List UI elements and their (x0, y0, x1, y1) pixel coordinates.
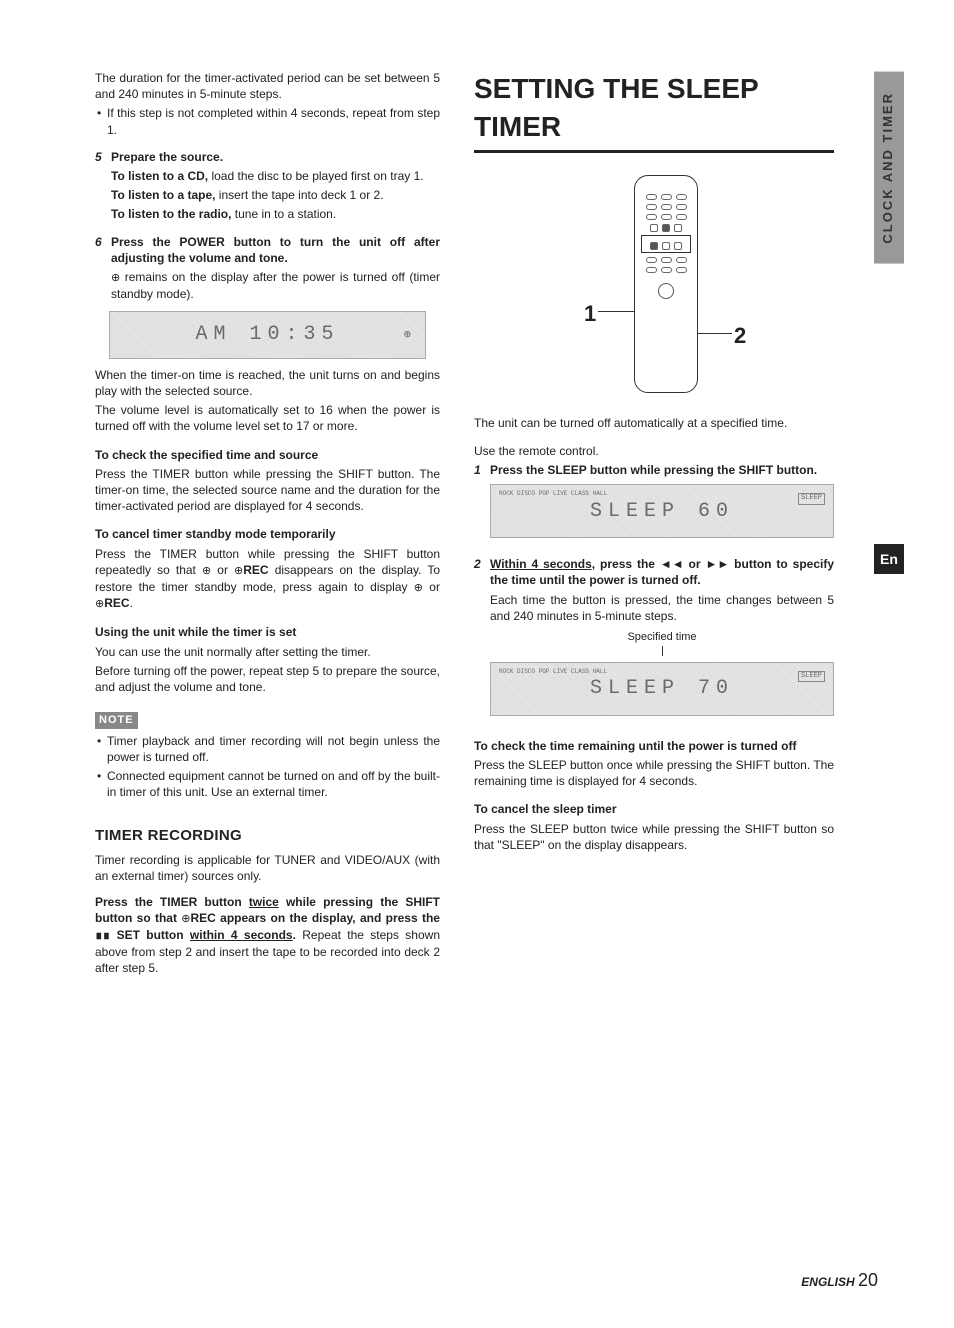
sleep-step-2-title: Within 4 seconds, press the ◄◄ or ►► but… (490, 556, 834, 588)
sleep-display-1-text: SLEEP 60 (590, 498, 734, 525)
clock-icon-5: ⊕ (95, 598, 104, 610)
note-badge: NOTE (95, 712, 138, 729)
sleep-corner-label-2: SLEEP (798, 671, 825, 682)
after-timer-text: When the timer-on time is reached, the u… (95, 367, 440, 399)
step5-line1: To listen to a CD, load the disc to be p… (111, 168, 440, 184)
display-1-text: AM 10:35 (195, 321, 339, 348)
page-footer: ENGLISH 20 (801, 1268, 878, 1292)
sleep-step-1-title: Press the SLEEP button while pressing th… (490, 462, 834, 478)
sleep-display-2-text: SLEEP 70 (590, 675, 734, 702)
step-5-number: 5 (95, 149, 111, 226)
clock-icon-4: ⊕ (414, 582, 423, 594)
volume-auto-text: The volume level is automatically set to… (95, 402, 440, 434)
sleep-timer-heading: SETTING THE SLEEP TIMER (474, 70, 834, 153)
section-tab: CLOCK AND TIMER (874, 72, 904, 264)
cancel-t2: or (211, 563, 234, 577)
sleep-intro: The unit can be turned off automatically… (474, 415, 834, 431)
cd-label: To listen to a CD, (111, 169, 208, 183)
radio-label: To listen to the radio, (111, 207, 231, 221)
step5-line3: To listen to the radio, tune in to a sta… (111, 206, 440, 222)
using-heading: Using the unit while the timer is set (95, 624, 440, 640)
sleep-step-2-body: Each time the button is pressed, the tim… (490, 592, 834, 624)
sleep-cancel-body: Press the SLEEP button twice while press… (474, 821, 834, 853)
step-5: 5 Prepare the source. To listen to a CD,… (95, 149, 440, 226)
remote-diagram: 1 2 (514, 171, 794, 401)
clock-icon-3: ⊕ (234, 565, 243, 577)
timer-rec-p1: Timer recording is applicable for TUNER … (95, 852, 440, 884)
note-bullet-2: •Connected equipment cannot be turned on… (95, 768, 440, 803)
sleep-display-2: ROCK DISCO POP LIVE CLASS HALL SLEEP 70 … (490, 662, 834, 716)
cancel-t4: or (423, 580, 440, 594)
display-am-time: AM 10:35 ⊕ (109, 311, 426, 359)
right-column: SETTING THE SLEEP TIMER 1 2 The unit can… (474, 70, 834, 979)
timer-recording-heading: TIMER RECORDING (95, 826, 440, 846)
tape-label: To listen to a tape, (111, 188, 215, 202)
tape-text: insert the tape into deck 1 or 2. (215, 188, 383, 202)
check-body: Press the TIMER button while pressing th… (95, 466, 440, 515)
rec-p2a: Press the TIMER button (95, 895, 249, 909)
sleep-cancel-heading: To cancel the sleep timer (474, 801, 834, 817)
clock-icon-6: ⊕ (181, 913, 190, 925)
check-heading: To check the specified time and source (95, 447, 440, 463)
using-body-1: You can use the unit normally after sett… (95, 644, 440, 660)
sleep-check-heading: To check the time remaining until the po… (474, 738, 834, 754)
sleep-display-1: ROCK DISCO POP LIVE CLASS HALL SLEEP 60 … (490, 484, 834, 538)
step6-body-text: remains on the display after the power i… (111, 270, 440, 301)
sleep-step-2: 2 Within 4 seconds, press the ◄◄ or ►► b… (474, 556, 834, 726)
sleep-corner-label: SLEEP (798, 493, 825, 504)
clock-icon: ⊕ (111, 272, 120, 284)
footer-page: 20 (858, 1270, 878, 1290)
cancel-standby-heading: To cancel timer standby mode temporarily (95, 526, 440, 542)
radio-text: tune in to a station. (231, 207, 336, 221)
display-clock-icon: ⊕ (404, 327, 411, 343)
sleep-step-1-num: 1 (474, 462, 490, 548)
s2-underline: Within 4 seconds, (490, 557, 595, 571)
footer-lang: ENGLISH (801, 1275, 854, 1289)
using-body-2: Before turning off the power, repeat ste… (95, 663, 440, 695)
timer-rec-p2: Press the TIMER button twice while press… (95, 894, 440, 976)
remote-control-icon (634, 175, 698, 393)
duration-intro: The duration for the timer-activated per… (95, 70, 440, 102)
sleep-step-2-num: 2 (474, 556, 490, 726)
display-eq-labels: ROCK DISCO POP LIVE CLASS HALL (499, 491, 607, 498)
language-tab: En (874, 544, 904, 575)
sleep-step-1: 1 Press the SLEEP button while pressing … (474, 462, 834, 548)
cd-text: load the disc to be played first on tray… (208, 169, 423, 183)
step-5-title: Prepare the source. (111, 149, 440, 165)
rec-p2e: within 4 seconds (190, 928, 293, 942)
intro-bullet-text: If this step is not completed within 4 s… (107, 105, 440, 137)
rec-text-2: REC (104, 596, 129, 610)
clock-icon-2: ⊕ (202, 565, 211, 577)
bullet-dot-2: • (97, 733, 107, 768)
note-bullet-1: •Timer playback and timer recording will… (95, 733, 440, 768)
intro-bullet: • If this step is not completed within 4… (95, 105, 440, 140)
step-6: 6 Press the POWER button to turn the uni… (95, 234, 440, 305)
sleep-check-body: Press the SLEEP button once while pressi… (474, 757, 834, 789)
callout-1: 1 (584, 299, 596, 329)
left-column: The duration for the timer-activated per… (95, 70, 440, 979)
callout-2: 2 (734, 321, 746, 351)
cancel-t5: . (130, 596, 133, 610)
bullet-dot-3: • (97, 768, 107, 803)
cancel-standby-body: Press the TIMER button while pressing th… (95, 546, 440, 613)
display-eq-labels-2: ROCK DISCO POP LIVE CLASS HALL (499, 669, 607, 676)
rec-p2b: twice (249, 895, 279, 909)
step-6-number: 6 (95, 234, 111, 305)
lead-2 (692, 333, 732, 335)
step-6-title: Press the POWER button to turn the unit … (111, 234, 440, 266)
note-1-text: Timer playback and timer recording will … (107, 733, 440, 765)
step5-line2: To listen to a tape, insert the tape int… (111, 187, 440, 203)
bullet-dot: • (97, 105, 107, 140)
side-tabs: CLOCK AND TIMER En (874, 72, 904, 574)
step-6-body: ⊕ remains on the display after the power… (111, 269, 440, 302)
specified-time-text: Specified time (627, 631, 696, 643)
specified-time-label: Specified time (490, 630, 834, 656)
rec-text-1: REC (243, 563, 268, 577)
note-2-text: Connected equipment cannot be turned on … (107, 768, 440, 800)
use-remote-text: Use the remote control. (474, 443, 834, 459)
